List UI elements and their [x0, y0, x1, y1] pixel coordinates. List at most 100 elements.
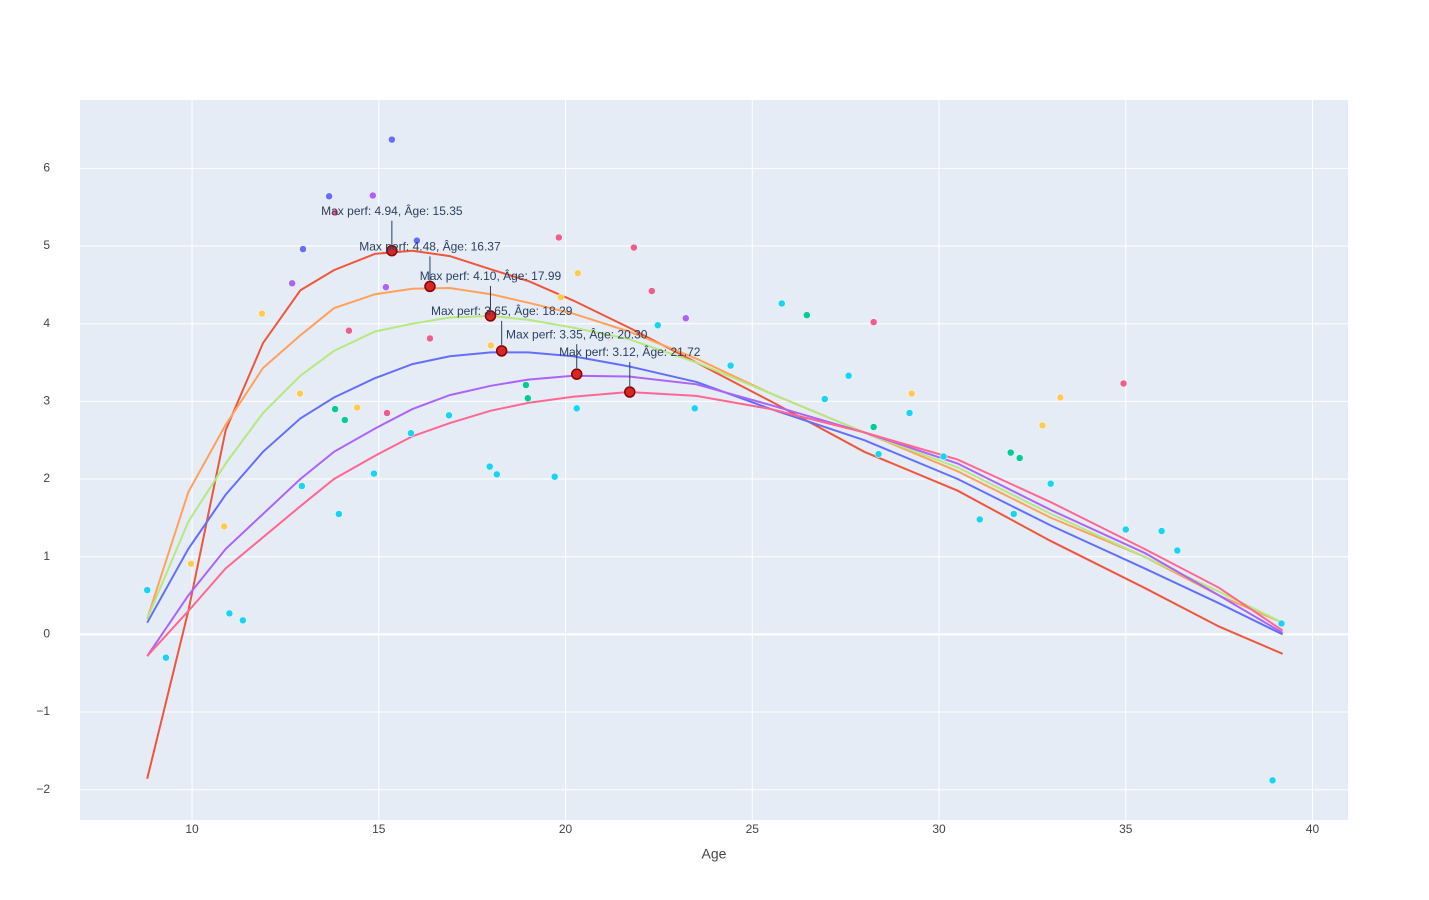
scatter-point [388, 135, 396, 144]
scatter-point [369, 191, 377, 200]
scatter-point [382, 283, 390, 291]
scatter-point [353, 403, 361, 412]
scatter-point [162, 653, 170, 662]
x-tick-label: 10 [185, 822, 199, 836]
scatter-point [298, 482, 306, 490]
scatter-point [325, 192, 333, 201]
scatter-point [426, 334, 434, 343]
scatter-point [524, 394, 532, 403]
series-line [146, 314, 1284, 624]
scatter-point [1009, 510, 1018, 518]
scatter-point [335, 510, 343, 518]
scatter-point [225, 609, 234, 618]
scatter-point [493, 470, 501, 479]
scatter-point [239, 616, 247, 625]
y-tick-label: −2 [36, 782, 50, 796]
x-tick-label: 15 [372, 822, 386, 836]
scatter-point [1268, 776, 1277, 785]
series-line [146, 286, 1283, 624]
x-tick-label: 35 [1119, 822, 1133, 836]
annotation-text: Max perf: 4.10, Âge: 17.99 [420, 268, 562, 283]
scatter-point [1038, 421, 1047, 430]
y-tick-label: 6 [43, 161, 50, 175]
scatter-point [1122, 525, 1130, 534]
scatter-point [296, 389, 304, 398]
max-marker [484, 310, 497, 322]
y-tick-label: −1 [36, 704, 50, 718]
scatter-point [682, 314, 690, 323]
scatter-point [143, 586, 151, 594]
scatter-point [630, 243, 638, 252]
y-tick-label: 3 [43, 394, 50, 408]
scatter-point [874, 450, 883, 458]
max-marker [424, 280, 436, 293]
scatter-point [1173, 546, 1182, 555]
y-tick-label: 1 [43, 549, 50, 563]
scatter-point [187, 559, 195, 568]
scatter-point [820, 395, 829, 403]
scatter-point [726, 361, 735, 370]
series-line [146, 390, 1284, 657]
scatter-point [654, 321, 662, 329]
scatter-point [648, 287, 656, 295]
scatter-point [1157, 527, 1166, 535]
x-axis-title: Age [702, 846, 727, 862]
scatter-point [485, 462, 494, 471]
y-tick-label: 4 [43, 316, 50, 330]
annotation-text: Max perf: 3.65, Âge: 18.29 [431, 303, 573, 318]
max-marker [495, 345, 508, 357]
scatter-point [383, 409, 391, 417]
scatter-point [1277, 619, 1286, 628]
scatter-point [370, 469, 378, 478]
scatter-point [1056, 393, 1065, 402]
scatter-point [1006, 448, 1015, 457]
scatter-point [1015, 454, 1024, 462]
series-line [146, 351, 1284, 636]
plot-area [80, 100, 1348, 820]
scatter-point [407, 429, 415, 437]
y-tick-label: 0 [43, 627, 50, 641]
x-tick-label: 40 [1306, 822, 1320, 836]
scatter-point [555, 233, 563, 242]
scatter-point [331, 208, 339, 217]
x-tick-label: 30 [932, 822, 946, 836]
scatter-point [288, 279, 296, 288]
scatter-point [574, 269, 582, 277]
scatter-point [341, 416, 349, 424]
scatter-point [299, 245, 307, 253]
scatter-point [522, 381, 530, 389]
max-marker [570, 368, 583, 380]
scatter-point [550, 472, 559, 481]
max-marker [386, 244, 398, 257]
x-tick-label: 25 [746, 822, 760, 836]
series-line [146, 374, 1284, 657]
scatter-point [556, 293, 565, 302]
scatter-point [975, 515, 984, 524]
scatter-point [220, 522, 228, 531]
max-marker [624, 386, 636, 398]
scatter-point [803, 311, 811, 319]
scatter-point [413, 236, 421, 245]
annotation-text: Max perf: 3.12, Âge: 21.72 [559, 344, 701, 359]
series-line [146, 249, 1283, 780]
scatter-point [1119, 379, 1128, 388]
annotation-text: Max perf: 4.48, Âge: 16.37 [359, 239, 501, 254]
scatter-point [908, 389, 916, 398]
scatter-point [258, 309, 266, 318]
annotation-text: Max perf: 3.35, Âge: 20.30 [506, 326, 648, 341]
scatter-point [869, 423, 878, 431]
scatter-point [844, 371, 853, 380]
scatter-point [939, 452, 948, 461]
y-tick-label: 2 [43, 471, 50, 485]
y-tick-label: 5 [43, 238, 50, 252]
scatter-point [778, 299, 786, 308]
scatter-point [1046, 479, 1055, 488]
scatter-point [345, 326, 353, 335]
scatter-point [487, 341, 495, 350]
scatter-point [445, 411, 453, 420]
scatter-point [691, 404, 699, 413]
scatter-point [331, 405, 339, 413]
scatter-point [905, 409, 914, 417]
